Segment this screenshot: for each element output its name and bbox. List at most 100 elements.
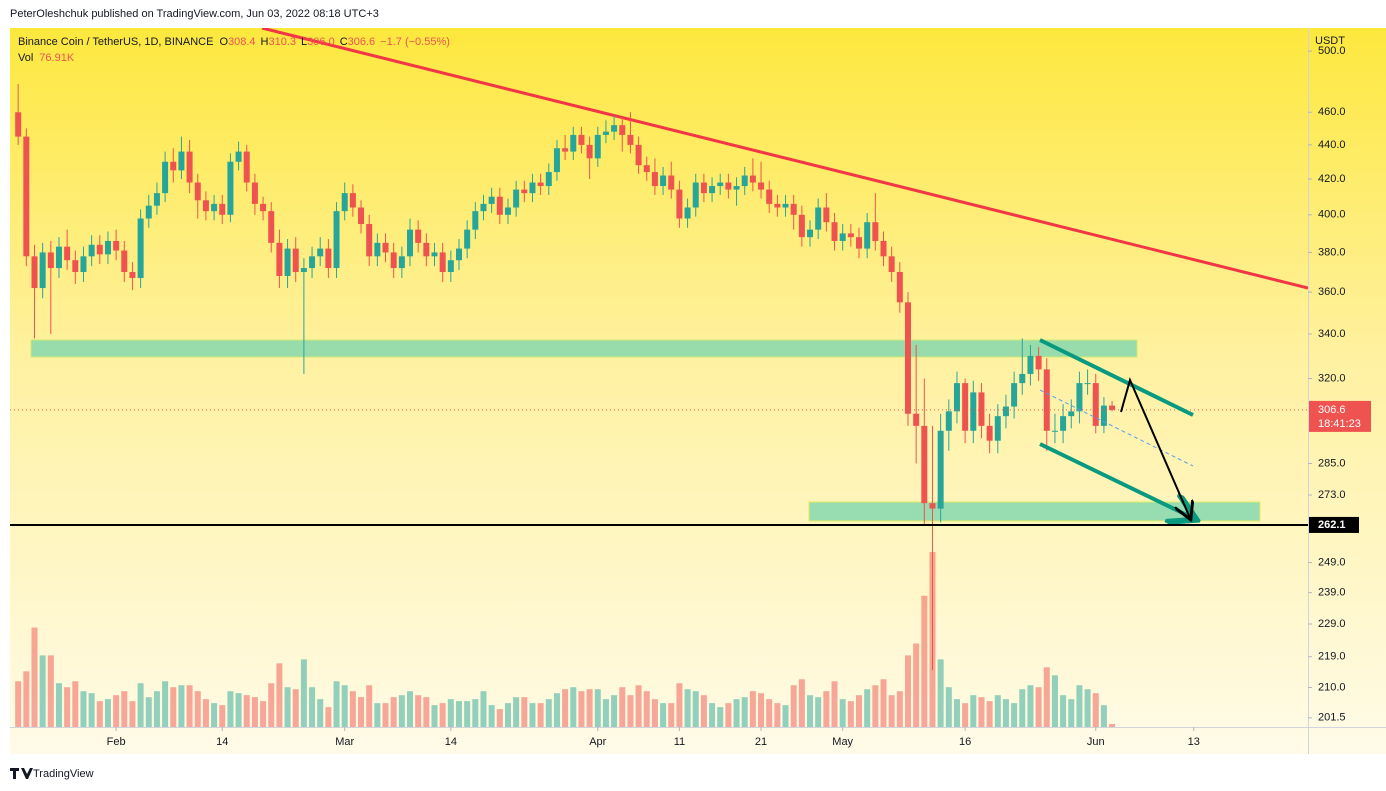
candle-body bbox=[782, 203, 789, 208]
volume-bar bbox=[211, 703, 218, 727]
y-tick-label: 440.0 bbox=[1318, 139, 1346, 151]
target-zone bbox=[808, 501, 1261, 522]
y-tick-label: 285.0 bbox=[1318, 457, 1346, 469]
volume-bar bbox=[1076, 685, 1083, 727]
volume-bar bbox=[994, 695, 1001, 727]
volume-bar bbox=[153, 691, 160, 727]
candle-body bbox=[407, 229, 414, 257]
projection-path bbox=[1120, 377, 1190, 518]
last-price-box bbox=[1309, 400, 1371, 432]
candle-body bbox=[431, 252, 438, 257]
volume-bar bbox=[145, 697, 152, 727]
volume-bar bbox=[529, 703, 536, 727]
candle-body bbox=[333, 211, 340, 269]
volume-bar bbox=[496, 709, 503, 727]
candle-body bbox=[758, 182, 765, 190]
volume-bar bbox=[823, 691, 830, 727]
volume-bar bbox=[986, 701, 993, 727]
candle-body bbox=[929, 503, 936, 509]
candle-body bbox=[162, 161, 169, 194]
candle-body bbox=[178, 151, 185, 171]
volume-bar bbox=[472, 699, 479, 727]
candle-body bbox=[1084, 383, 1091, 385]
candle-body bbox=[300, 268, 307, 273]
symbol: Binance Coin / TetherUS, 1D, BINANCE bbox=[18, 36, 213, 48]
x-tick-label: Feb bbox=[107, 736, 126, 748]
candle-body bbox=[153, 193, 160, 206]
volume-bar bbox=[945, 687, 952, 727]
volume-bar bbox=[1051, 675, 1058, 727]
volume-bar bbox=[1043, 667, 1050, 727]
volume-bar bbox=[602, 699, 609, 727]
volume-bar bbox=[913, 643, 920, 727]
volume-bar bbox=[790, 685, 797, 727]
volume-bar bbox=[104, 699, 111, 727]
candle-body bbox=[970, 392, 977, 431]
volume-bar bbox=[962, 703, 969, 727]
candle-body bbox=[496, 196, 503, 215]
volume-bar bbox=[749, 691, 756, 727]
volume-bar bbox=[880, 679, 887, 727]
candle-body bbox=[104, 240, 111, 255]
volume-bar bbox=[1035, 687, 1042, 727]
volume-bar bbox=[398, 695, 405, 727]
candle-body bbox=[945, 411, 952, 431]
volume-bar bbox=[978, 697, 985, 727]
volume-bar bbox=[627, 695, 634, 727]
candle-body bbox=[937, 430, 944, 509]
volume-bar bbox=[423, 697, 430, 727]
volume-bar bbox=[611, 695, 618, 727]
volume-bar bbox=[292, 689, 299, 727]
candle-body bbox=[513, 189, 520, 208]
candle-body bbox=[749, 175, 756, 183]
volume-bar bbox=[202, 699, 209, 727]
y-tick-label: 360.0 bbox=[1318, 286, 1346, 298]
candle-body bbox=[864, 222, 871, 249]
volume-bar bbox=[888, 695, 895, 727]
volume-bar bbox=[1109, 723, 1116, 727]
volume-bar bbox=[227, 691, 234, 727]
candle-body bbox=[47, 252, 54, 269]
volume-bar bbox=[431, 705, 438, 727]
candle-body bbox=[64, 246, 71, 261]
volume-bar bbox=[96, 701, 103, 727]
volume-bar bbox=[260, 701, 267, 727]
candle-body bbox=[145, 205, 152, 219]
brand: TradingView bbox=[33, 768, 94, 780]
vol-name: Vol bbox=[18, 52, 33, 64]
candle-body bbox=[839, 233, 846, 241]
volume-bar bbox=[1068, 699, 1075, 727]
volume-bar bbox=[937, 659, 944, 727]
volume-bar bbox=[300, 659, 307, 727]
candle-body bbox=[1043, 369, 1050, 431]
volume-bar bbox=[521, 697, 528, 727]
candle-body bbox=[700, 182, 707, 194]
candle-body bbox=[570, 134, 577, 152]
last-price-label: 306.6 bbox=[1318, 404, 1346, 416]
candle-body bbox=[790, 203, 797, 215]
volume-bar bbox=[651, 699, 658, 727]
volume-bar bbox=[23, 671, 30, 727]
candle-body bbox=[488, 196, 495, 204]
candle-body bbox=[545, 172, 552, 187]
candle-body bbox=[1019, 373, 1026, 384]
o-name: O bbox=[219, 36, 228, 48]
candle-body bbox=[562, 148, 569, 152]
volume-bar bbox=[676, 683, 683, 727]
candle-body bbox=[284, 248, 291, 276]
publisher: PeterOleshchuk published on TradingView.… bbox=[10, 8, 379, 20]
candle-body bbox=[194, 182, 201, 201]
y-tick-label: 273.0 bbox=[1318, 489, 1346, 501]
candle-body bbox=[1068, 411, 1075, 417]
candle-body bbox=[880, 240, 887, 257]
volume-bar bbox=[178, 685, 185, 727]
candle-body bbox=[578, 134, 585, 145]
candle-body bbox=[129, 272, 136, 278]
volume-bar bbox=[15, 681, 22, 727]
volume-bar bbox=[1100, 705, 1107, 727]
countdown: 18:41:23 bbox=[1318, 418, 1361, 430]
candle-body bbox=[292, 248, 299, 273]
candle-body bbox=[227, 161, 234, 215]
candle-body bbox=[627, 134, 634, 145]
volume-bar bbox=[766, 699, 773, 727]
